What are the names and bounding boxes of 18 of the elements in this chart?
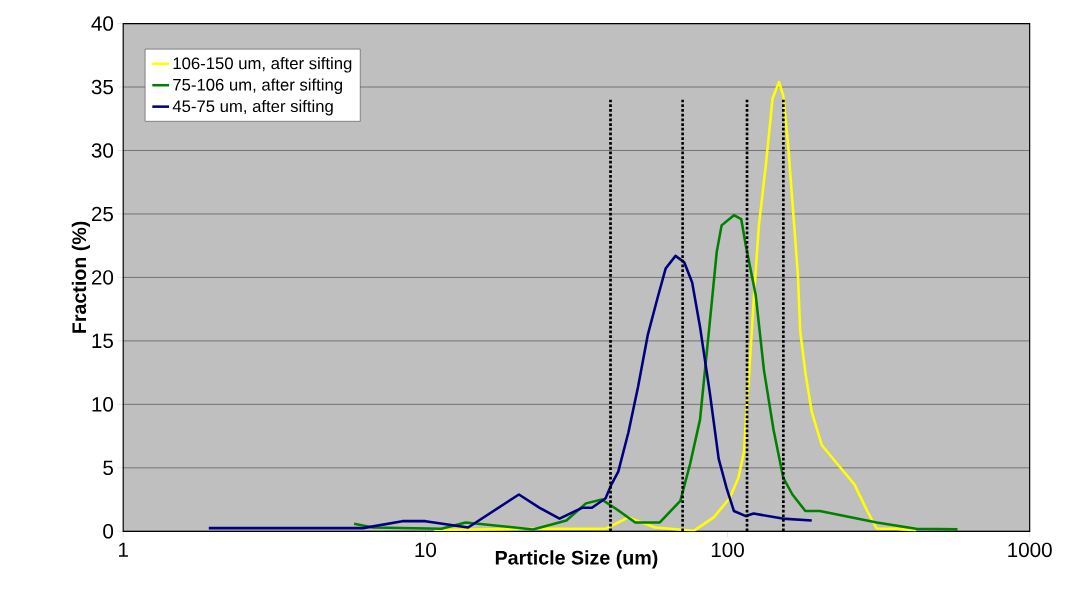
y-tick-label: 0: [103, 523, 114, 539]
y-tick-label: 30: [91, 143, 114, 158]
y-axis-title: Fraction (%): [71, 221, 91, 333]
x-axis-title: Particle Size (um): [495, 550, 658, 569]
y-tick-label: 10: [92, 397, 114, 412]
x-tick-label: 1000: [1008, 542, 1052, 558]
y-tick-label: 15: [92, 333, 113, 349]
y-tick-label: 35: [91, 79, 113, 95]
y-tick-label: 40: [91, 16, 114, 31]
legend-label: 106-150 um, after sifting: [173, 56, 352, 73]
x-tick-label: 10: [415, 542, 437, 558]
y-tick-label: 5: [103, 460, 113, 476]
legend-label: 45-75 um, after sifting: [172, 99, 333, 116]
y-tick-label: 20: [91, 270, 114, 285]
y-tick-label: 25: [91, 206, 113, 222]
x-tick-label: 100: [711, 542, 744, 558]
legend-label: 75-106 um, after sifting: [173, 78, 342, 94]
x-tick-label: 1: [119, 542, 128, 557]
